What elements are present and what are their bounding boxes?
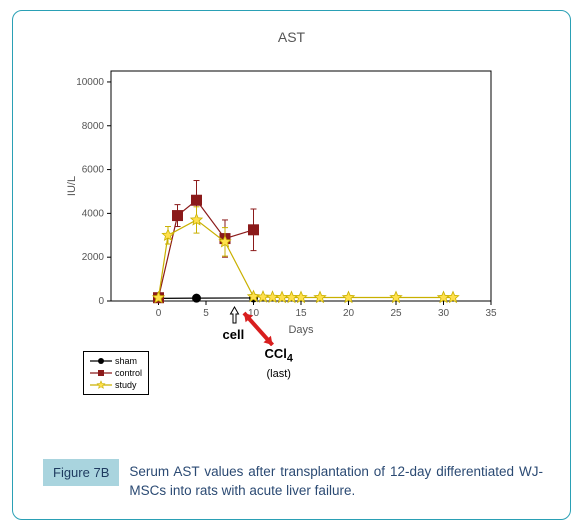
figure-tag: Figure 7B [43, 459, 119, 486]
legend-item-study: study [90, 379, 142, 391]
svg-text:10000: 10000 [76, 77, 104, 88]
cell-annotation-label: cell [223, 327, 245, 342]
svg-text:0: 0 [98, 296, 104, 307]
svg-text:35: 35 [485, 308, 497, 319]
caption-area: Figure 7B Serum AST values after transpl… [43, 459, 543, 501]
svg-text:4000: 4000 [82, 208, 105, 219]
figure-frame: AST 020004000600080001000005101520253035… [12, 10, 571, 520]
legend-item-sham: sham [90, 355, 142, 367]
svg-text:0: 0 [156, 308, 162, 319]
svg-text:8000: 8000 [82, 121, 105, 132]
legend-label: control [115, 368, 142, 378]
chart-title: AST [13, 29, 570, 45]
ccl4-annotation-label: CCl4(last) [265, 347, 293, 380]
legend: sham control study [83, 351, 149, 395]
figure-caption: Serum AST values after transplantation o… [129, 459, 543, 501]
legend-label: sham [115, 356, 137, 366]
svg-text:20: 20 [343, 308, 355, 319]
svg-text:Days: Days [288, 324, 314, 336]
svg-text:6000: 6000 [82, 165, 105, 176]
svg-text:30: 30 [438, 308, 450, 319]
legend-label: study [115, 380, 137, 390]
legend-item-control: control [90, 367, 142, 379]
svg-text:2000: 2000 [82, 252, 105, 263]
svg-text:25: 25 [390, 308, 402, 319]
svg-text:5: 5 [203, 308, 209, 319]
svg-text:IU/L: IU/L [66, 176, 78, 196]
svg-text:15: 15 [295, 308, 307, 319]
ast-chart: 020004000600080001000005101520253035IU/L… [63, 61, 503, 346]
